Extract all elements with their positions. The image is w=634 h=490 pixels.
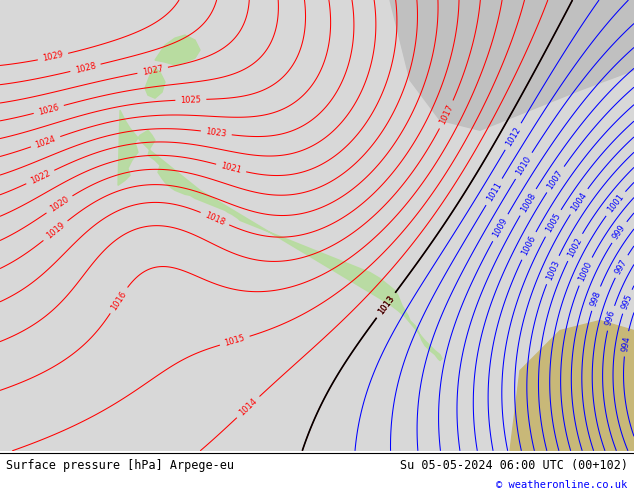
Text: 1013: 1013 bbox=[376, 294, 396, 317]
Text: 1024: 1024 bbox=[34, 134, 57, 149]
Text: 1006: 1006 bbox=[520, 234, 538, 257]
Text: 1003: 1003 bbox=[544, 258, 561, 281]
Polygon shape bbox=[118, 110, 442, 361]
Text: 1012: 1012 bbox=[504, 125, 522, 148]
Text: 1007: 1007 bbox=[546, 168, 565, 191]
Text: 994: 994 bbox=[620, 335, 632, 352]
Text: 996: 996 bbox=[604, 309, 617, 327]
Text: 1029: 1029 bbox=[42, 50, 64, 63]
Text: 1002: 1002 bbox=[566, 236, 584, 259]
Text: 1015: 1015 bbox=[223, 334, 246, 348]
Polygon shape bbox=[390, 0, 634, 130]
Text: 1016: 1016 bbox=[109, 289, 128, 312]
Text: 997: 997 bbox=[614, 257, 629, 275]
Text: 1011: 1011 bbox=[485, 180, 503, 203]
Text: 1004: 1004 bbox=[569, 190, 588, 213]
Text: 995: 995 bbox=[620, 293, 634, 311]
Polygon shape bbox=[145, 68, 165, 98]
Text: 1000: 1000 bbox=[577, 260, 594, 283]
Text: 1014: 1014 bbox=[237, 396, 259, 417]
Polygon shape bbox=[155, 35, 200, 65]
Text: 1023: 1023 bbox=[205, 127, 228, 139]
Text: 998: 998 bbox=[589, 290, 603, 308]
Text: Surface pressure [hPa] Arpege-eu: Surface pressure [hPa] Arpege-eu bbox=[6, 459, 235, 472]
Text: 1020: 1020 bbox=[48, 195, 70, 214]
Text: 999: 999 bbox=[611, 223, 628, 241]
Text: Su 05-05-2024 06:00 UTC (00+102): Su 05-05-2024 06:00 UTC (00+102) bbox=[399, 459, 628, 472]
Text: 1025: 1025 bbox=[180, 95, 202, 104]
Text: 1008: 1008 bbox=[519, 191, 537, 214]
Text: 1026: 1026 bbox=[37, 102, 60, 117]
Text: 1005: 1005 bbox=[544, 212, 562, 235]
Text: 1019: 1019 bbox=[44, 220, 67, 241]
Text: © weatheronline.co.uk: © weatheronline.co.uk bbox=[496, 480, 628, 490]
Polygon shape bbox=[510, 320, 634, 451]
Text: 1010: 1010 bbox=[514, 154, 533, 177]
Text: 1018: 1018 bbox=[204, 210, 226, 227]
Text: 1027: 1027 bbox=[141, 64, 164, 77]
Text: 1021: 1021 bbox=[220, 161, 242, 175]
Text: 1001: 1001 bbox=[605, 193, 626, 215]
Text: 1028: 1028 bbox=[74, 61, 97, 74]
Text: 1013: 1013 bbox=[376, 294, 396, 317]
Text: 1022: 1022 bbox=[29, 169, 52, 186]
Text: 1017: 1017 bbox=[438, 103, 455, 126]
Text: 1009: 1009 bbox=[491, 216, 509, 239]
